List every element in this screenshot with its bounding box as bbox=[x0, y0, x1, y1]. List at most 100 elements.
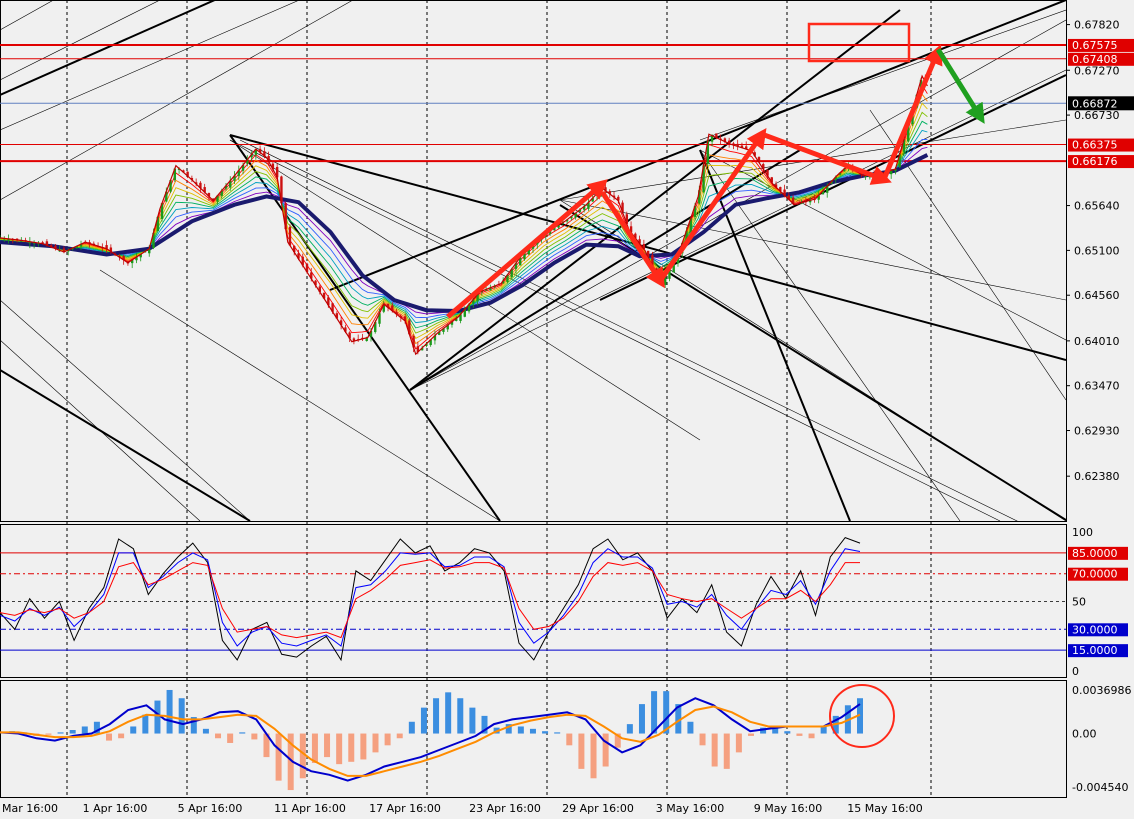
candle-body bbox=[258, 148, 262, 153]
candle-body bbox=[783, 189, 786, 196]
trend-line bbox=[229, 139, 1001, 521]
candle-body bbox=[246, 159, 249, 164]
trend-line bbox=[239, 139, 1018, 521]
candle-body bbox=[442, 328, 445, 332]
macd-bar bbox=[118, 733, 125, 739]
macd-bar bbox=[275, 733, 282, 781]
candle-body bbox=[416, 346, 420, 353]
macd-bar bbox=[723, 733, 730, 769]
candle-body bbox=[467, 304, 471, 312]
macd-bar bbox=[784, 731, 791, 734]
candle-body bbox=[523, 252, 526, 260]
candle-body bbox=[412, 336, 415, 348]
macd-bar bbox=[420, 707, 427, 734]
candle-body bbox=[322, 292, 326, 299]
trend-line bbox=[229, 139, 701, 441]
channel-lines bbox=[0, 0, 1066, 521]
candle-body bbox=[514, 263, 518, 269]
level-tag bbox=[1068, 52, 1134, 66]
stochastic-tick-label: 50 bbox=[1072, 596, 1086, 609]
channel-line bbox=[409, 149, 801, 391]
candle-body bbox=[54, 245, 57, 249]
candle-body bbox=[348, 332, 351, 339]
candle-body bbox=[148, 248, 151, 254]
candle-body bbox=[152, 232, 155, 248]
candle-body bbox=[28, 241, 32, 244]
candle-body bbox=[352, 338, 356, 342]
level-tag bbox=[1068, 138, 1134, 152]
candle-body bbox=[79, 244, 83, 247]
candle-body bbox=[263, 151, 266, 156]
candle-body bbox=[625, 214, 629, 224]
candle-body bbox=[698, 190, 701, 204]
macd-bar bbox=[263, 733, 270, 758]
candle-body bbox=[787, 195, 791, 200]
macd-bar bbox=[747, 733, 754, 736]
candle-body bbox=[506, 274, 509, 282]
candle-body bbox=[425, 343, 428, 346]
candle-body bbox=[186, 171, 189, 177]
candle-body bbox=[762, 164, 765, 170]
candle-body bbox=[894, 169, 897, 172]
candle-body bbox=[139, 254, 142, 258]
macd-bar bbox=[711, 733, 718, 767]
macd-bar bbox=[69, 730, 76, 734]
candle-body bbox=[578, 209, 582, 212]
time-tick-label: Mar 16:00 bbox=[2, 802, 58, 815]
macd-bar bbox=[820, 726, 827, 734]
candle-body bbox=[715, 133, 718, 138]
candle-body bbox=[591, 198, 594, 202]
candle-body bbox=[271, 163, 275, 170]
candle-body bbox=[455, 318, 458, 321]
level-tag bbox=[1068, 38, 1134, 52]
time-tick-label: 3 May 16:00 bbox=[656, 802, 724, 815]
candle-body bbox=[710, 135, 714, 142]
candle-body bbox=[156, 216, 159, 232]
trend-line bbox=[0, 0, 161, 81]
trend-arrow bbox=[935, 48, 985, 124]
candle-body bbox=[403, 316, 407, 321]
candle-body bbox=[770, 177, 773, 183]
candle-body bbox=[676, 255, 680, 264]
macd-bar bbox=[166, 689, 173, 734]
candle-body bbox=[165, 191, 168, 202]
candle-body bbox=[429, 339, 432, 346]
macd-bar bbox=[142, 714, 149, 734]
candle-body bbox=[199, 182, 202, 189]
macd-tick-label: -0.004540 bbox=[1072, 781, 1128, 794]
level-tag-label: 0.67575 bbox=[1072, 39, 1118, 52]
candle-body bbox=[224, 185, 228, 189]
stochastic-level-label: 85.0000 bbox=[1072, 547, 1118, 560]
candle-body bbox=[327, 297, 330, 306]
candle-body bbox=[757, 157, 761, 163]
candle-body bbox=[463, 309, 466, 317]
candle-body bbox=[612, 195, 616, 198]
time-tick-label: 29 Apr 16:00 bbox=[562, 802, 634, 815]
candle-body bbox=[182, 170, 185, 173]
trend-line bbox=[559, 119, 1066, 201]
macd-bar bbox=[517, 726, 524, 734]
time-tick-label: 1 Apr 16:00 bbox=[83, 802, 148, 815]
candle-body bbox=[646, 250, 650, 258]
candle-body bbox=[88, 242, 91, 244]
candle-body bbox=[433, 335, 437, 341]
candle-body bbox=[736, 143, 739, 147]
price-tick-label: 0.67270 bbox=[1074, 64, 1120, 77]
candle-body bbox=[791, 197, 795, 204]
candle-body bbox=[864, 175, 867, 177]
candle-body bbox=[216, 195, 219, 202]
macd-bar bbox=[348, 733, 355, 762]
macd-bar bbox=[178, 698, 185, 734]
trend-arrow bbox=[600, 190, 666, 289]
candle-body bbox=[843, 168, 846, 172]
macd-bar bbox=[251, 733, 258, 740]
candle-body bbox=[446, 325, 449, 330]
time-tick-label: 9 May 16:00 bbox=[754, 802, 822, 815]
candle-body bbox=[254, 149, 258, 155]
candle-body bbox=[527, 248, 530, 255]
macd-tick-label: 0.0036986 bbox=[1072, 684, 1132, 697]
price-levels bbox=[0, 43, 1066, 163]
candle-body bbox=[318, 286, 321, 292]
macd-bar bbox=[372, 733, 379, 753]
candle-body bbox=[305, 263, 309, 272]
